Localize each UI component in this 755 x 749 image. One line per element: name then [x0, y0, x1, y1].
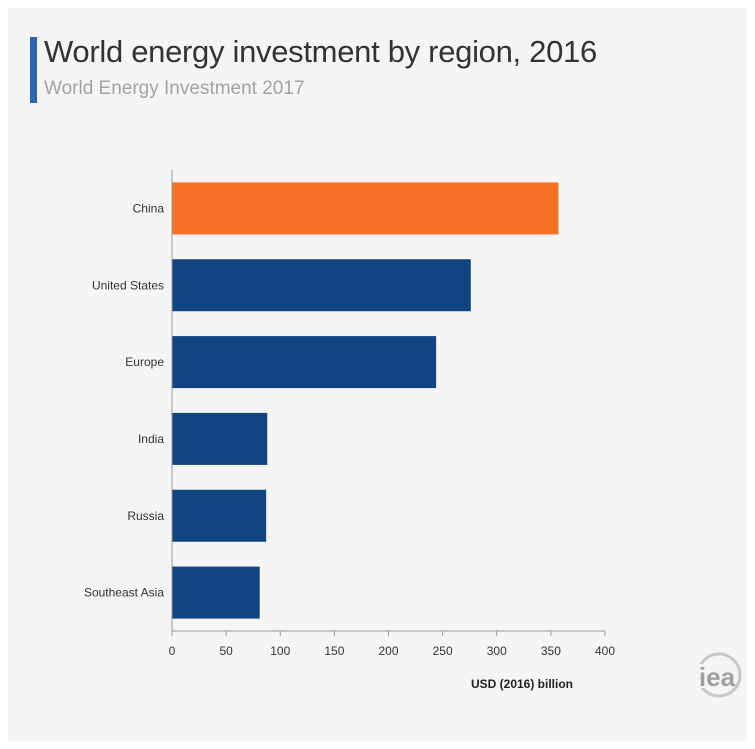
iea-logo-icon: iea — [690, 652, 742, 698]
bar-russia — [172, 489, 267, 542]
bar-united-states — [172, 259, 471, 312]
category-label-india: India — [138, 432, 164, 446]
iea-logo-text: iea — [699, 662, 736, 692]
category-label-united-states: United States — [92, 278, 164, 292]
x-tick-label: 350 — [541, 644, 561, 658]
bar-china — [172, 182, 559, 235]
x-tick-label: 150 — [324, 644, 344, 658]
x-tick-label: 200 — [378, 644, 398, 658]
x-tick-label: 400 — [595, 644, 615, 658]
category-label-russia: Russia — [127, 509, 164, 523]
x-tick-label: 50 — [219, 644, 233, 658]
x-tick-label: 100 — [270, 644, 290, 658]
category-label-europe: Europe — [125, 355, 164, 369]
x-tick-label: 300 — [487, 644, 507, 658]
bar-europe — [172, 336, 437, 389]
bar-southeast-asia — [172, 566, 260, 619]
bar-india — [172, 412, 268, 465]
chart-subtitle: World Energy Investment 2017 — [44, 78, 305, 99]
x-tick-label: 0 — [169, 644, 176, 658]
title-accent-bar — [30, 37, 37, 103]
chart-title: World energy investment by region, 2016 — [44, 34, 597, 69]
category-label-china: China — [133, 201, 165, 215]
x-axis-title: USD (2016) billion — [471, 677, 573, 691]
category-label-southeast-asia: Southeast Asia — [84, 586, 164, 600]
x-tick-label: 250 — [433, 644, 453, 658]
